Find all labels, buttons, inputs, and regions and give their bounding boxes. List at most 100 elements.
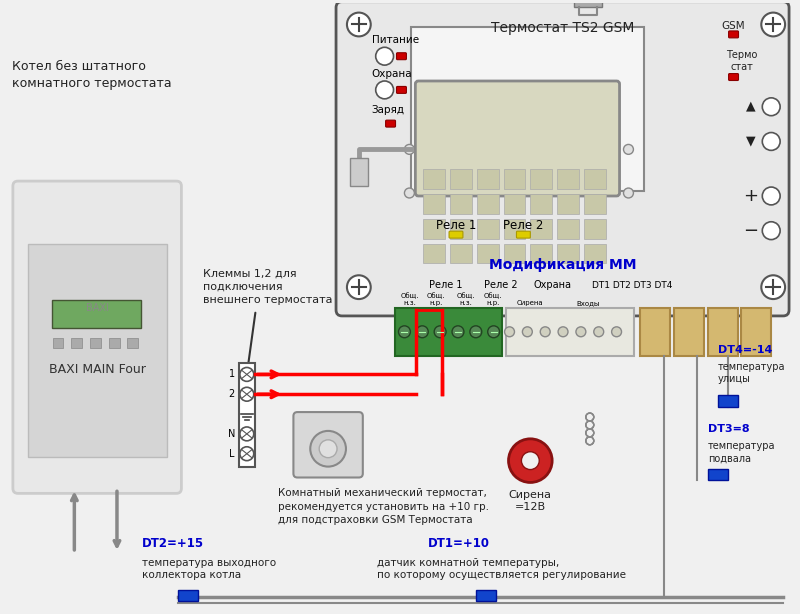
Circle shape xyxy=(488,326,500,338)
Circle shape xyxy=(347,13,370,36)
Text: температура
подвала: температура подвала xyxy=(708,441,775,463)
Bar xyxy=(450,194,472,214)
Circle shape xyxy=(434,326,446,338)
Circle shape xyxy=(762,133,780,150)
Text: 1: 1 xyxy=(229,370,235,379)
Text: Охрана: Охрана xyxy=(372,69,412,79)
Text: DT2=+15: DT2=+15 xyxy=(142,537,204,550)
Text: Котел без штатного
комнатного термостата: Котел без штатного комнатного термостата xyxy=(12,60,171,90)
Bar xyxy=(557,244,579,263)
Text: +: + xyxy=(743,187,758,205)
Bar xyxy=(477,194,498,214)
Bar xyxy=(718,395,738,407)
Bar xyxy=(423,244,445,263)
Text: Питание: Питание xyxy=(372,36,419,45)
Circle shape xyxy=(347,275,370,299)
Circle shape xyxy=(376,81,394,99)
Bar xyxy=(530,169,552,189)
Circle shape xyxy=(576,327,586,336)
Circle shape xyxy=(594,327,604,336)
Bar xyxy=(350,158,368,186)
FancyBboxPatch shape xyxy=(397,53,406,60)
FancyBboxPatch shape xyxy=(517,231,530,238)
Circle shape xyxy=(509,439,552,483)
Bar xyxy=(423,219,445,239)
Text: Общ.
н.р.: Общ. н.р. xyxy=(427,292,446,306)
Bar xyxy=(574,0,602,7)
Circle shape xyxy=(240,447,254,460)
Bar xyxy=(530,194,552,214)
Bar xyxy=(674,308,704,356)
Circle shape xyxy=(612,327,622,336)
Bar xyxy=(503,169,526,189)
Circle shape xyxy=(240,367,254,381)
Circle shape xyxy=(558,327,568,336)
FancyBboxPatch shape xyxy=(294,412,363,478)
Bar xyxy=(423,169,445,189)
Text: L: L xyxy=(230,449,235,459)
Circle shape xyxy=(540,327,550,336)
Bar xyxy=(127,338,138,348)
Text: Термостат TS2 GSM: Термостат TS2 GSM xyxy=(491,20,634,34)
Circle shape xyxy=(762,187,780,205)
FancyBboxPatch shape xyxy=(397,87,406,93)
Circle shape xyxy=(310,431,346,467)
FancyBboxPatch shape xyxy=(415,81,619,196)
Circle shape xyxy=(762,222,780,239)
Bar xyxy=(530,244,552,263)
Bar xyxy=(450,244,472,263)
Text: BAXI: BAXI xyxy=(86,303,109,313)
Text: Сирена: Сирена xyxy=(517,300,544,306)
Text: Реле 1: Реле 1 xyxy=(430,280,463,290)
Text: DT1=+10: DT1=+10 xyxy=(428,537,490,550)
Bar xyxy=(530,219,552,239)
Bar xyxy=(28,244,166,457)
FancyBboxPatch shape xyxy=(449,231,463,238)
FancyBboxPatch shape xyxy=(13,181,182,494)
Circle shape xyxy=(522,327,532,336)
Text: Клеммы 1,2 для
подключения
внешнего термостата: Клеммы 1,2 для подключения внешнего терм… xyxy=(203,268,333,305)
Bar xyxy=(239,362,254,467)
Bar xyxy=(584,244,606,263)
Circle shape xyxy=(405,144,414,154)
Bar xyxy=(584,219,606,239)
Text: Охрана: Охрана xyxy=(533,280,571,290)
Bar xyxy=(109,338,120,348)
FancyBboxPatch shape xyxy=(729,74,738,80)
Text: N: N xyxy=(227,429,235,439)
Text: Общ.
н.р.: Общ. н.р. xyxy=(483,292,502,306)
Text: ▲: ▲ xyxy=(746,99,755,112)
Bar xyxy=(584,169,606,189)
Circle shape xyxy=(623,188,634,198)
Text: DT3=8: DT3=8 xyxy=(708,424,750,434)
Text: 2: 2 xyxy=(229,389,235,399)
Bar xyxy=(476,589,496,601)
Circle shape xyxy=(505,327,514,336)
Bar xyxy=(71,338,82,348)
Bar xyxy=(450,219,472,239)
Text: GSM: GSM xyxy=(722,20,746,31)
Bar xyxy=(411,28,644,191)
FancyBboxPatch shape xyxy=(386,120,395,127)
Text: Реле 1: Реле 1 xyxy=(436,219,476,231)
Circle shape xyxy=(470,326,482,338)
Bar xyxy=(557,194,579,214)
Text: Реле 2: Реле 2 xyxy=(484,280,518,290)
Text: −: − xyxy=(743,222,758,239)
Text: Модификация ММ: Модификация ММ xyxy=(490,258,637,273)
Circle shape xyxy=(452,326,464,338)
Bar xyxy=(503,244,526,263)
Circle shape xyxy=(623,144,634,154)
Circle shape xyxy=(762,275,785,299)
FancyBboxPatch shape xyxy=(336,2,789,316)
Bar xyxy=(584,194,606,214)
Circle shape xyxy=(522,452,539,470)
Bar xyxy=(90,338,101,348)
Bar xyxy=(708,468,727,481)
Bar xyxy=(557,219,579,239)
Circle shape xyxy=(416,326,428,338)
Bar xyxy=(178,589,198,601)
FancyBboxPatch shape xyxy=(729,31,738,38)
Bar xyxy=(477,244,498,263)
Text: температура выходного
коллектора котла: температура выходного коллектора котла xyxy=(142,558,276,580)
